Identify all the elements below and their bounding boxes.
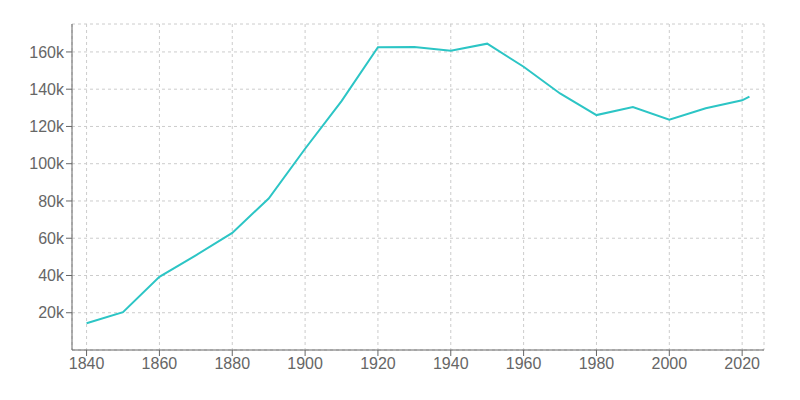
svg-text:1980: 1980: [579, 355, 615, 372]
svg-text:120k: 120k: [29, 118, 65, 135]
svg-text:60k: 60k: [38, 230, 65, 247]
svg-text:1900: 1900: [287, 355, 323, 372]
svg-text:1840: 1840: [69, 355, 105, 372]
svg-text:100k: 100k: [29, 155, 65, 172]
svg-text:140k: 140k: [29, 81, 65, 98]
svg-text:80k: 80k: [38, 193, 65, 210]
svg-text:1960: 1960: [506, 355, 542, 372]
svg-text:2000: 2000: [652, 355, 688, 372]
svg-text:20k: 20k: [38, 304, 65, 321]
svg-text:1860: 1860: [142, 355, 178, 372]
svg-text:40k: 40k: [38, 267, 65, 284]
svg-text:1940: 1940: [433, 355, 469, 372]
svg-text:1920: 1920: [360, 355, 396, 372]
svg-text:160k: 160k: [29, 44, 65, 61]
svg-text:1880: 1880: [214, 355, 250, 372]
svg-text:2020: 2020: [724, 355, 760, 372]
